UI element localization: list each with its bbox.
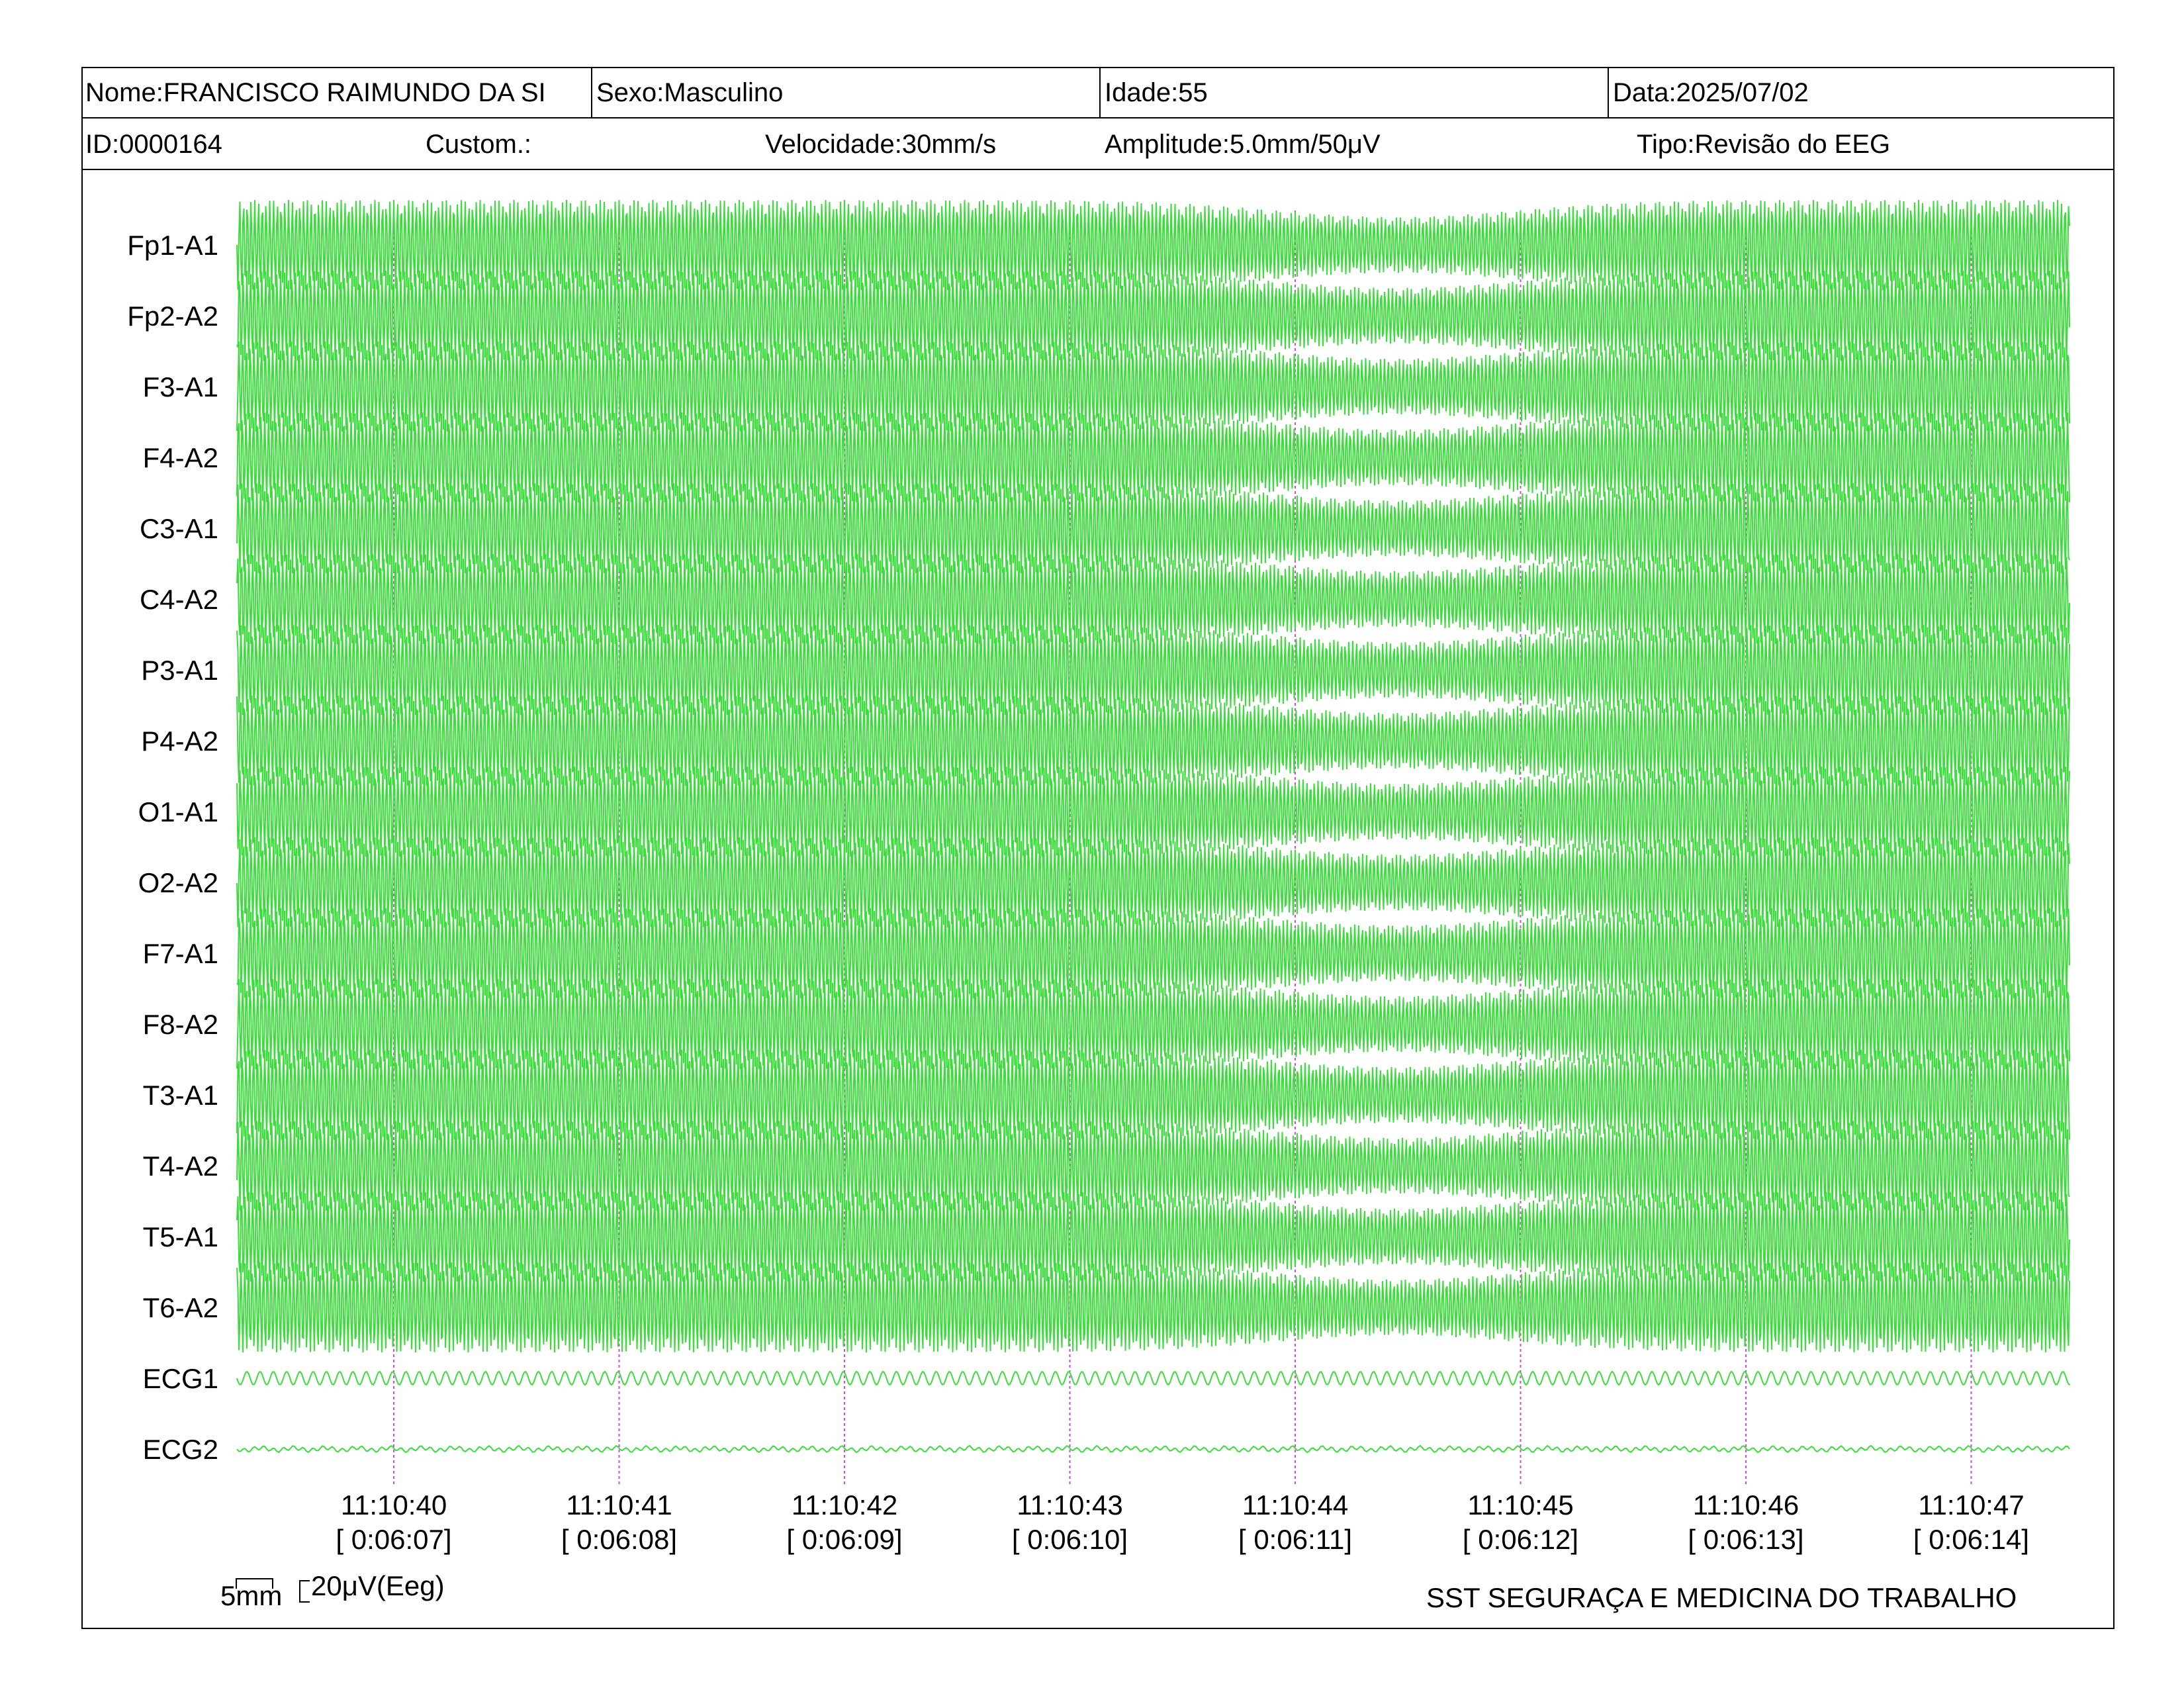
channel-trace [236,270,2070,361]
time-tick-label: 11:10:44 [1242,1489,1348,1521]
elapsed-tick-label: [ 0:06:11] [1238,1524,1352,1555]
patient-name: Nome:FRANCISCO RAIMUNDO DA SI [85,78,546,107]
channel-trace [236,1120,2070,1211]
channel-label: C4-A2 [140,584,218,615]
channel-label: F7-A1 [143,938,218,969]
exam-date: Data:2025/07/02 [1613,78,1809,107]
elapsed-tick-label: [ 0:06:14] [1913,1524,2029,1555]
elapsed-tick-label: [ 0:06:10] [1012,1524,1128,1555]
organization-name: SST SEGURAÇA E MEDICINA DO TRABALHO [1426,1582,2017,1613]
elapsed-tick-label: [ 0:06:12] [1463,1524,1578,1555]
channel-label: Fp2-A2 [127,301,218,332]
custom-field: Custom.: [426,130,532,159]
channel-label: T5-A1 [143,1221,218,1252]
channel-label: T6-A2 [143,1292,218,1323]
channel-trace [236,624,2070,716]
channel-trace [236,412,2070,503]
time-tick-label: 11:10:42 [792,1489,897,1521]
time-tick-label: 11:10:41 [566,1489,672,1521]
channel-trace [236,978,2070,1070]
elapsed-tick-label: [ 0:06:09] [786,1524,902,1555]
channel-label: P4-A2 [141,726,218,757]
channel-trace [236,1049,2070,1141]
time-tick-label: 11:10:43 [1017,1489,1122,1521]
channel-trace [236,766,2070,857]
channel-label: F8-A2 [143,1009,218,1040]
recording-speed: Velocidade:30mm/s [765,130,997,159]
header-row-1: Nome:FRANCISCO RAIMUNDO DA SI Sexo:Mascu… [81,67,2115,118]
elapsed-tick-label: [ 0:06:07] [336,1524,451,1555]
header-divider [1608,67,1609,118]
time-tick-label: 11:10:47 [1918,1489,2024,1521]
time-tick-label: 11:10:45 [1467,1489,1573,1521]
channel-trace [236,908,2070,999]
time-scale-bar [236,1578,273,1589]
channel-label: T4-A2 [143,1150,218,1182]
report-frame [81,67,2115,1629]
channel-trace [236,483,2070,574]
channel-label: C3-A1 [140,513,218,544]
recording-amplitude: Amplitude:5.0mm/50μV [1105,130,1381,159]
elapsed-tick-label: [ 0:06:08] [561,1524,677,1555]
time-tick-label: 11:10:40 [341,1489,447,1521]
header-row-2: ID:0000164 Custom.: Velocidade:30mm/s Am… [81,118,2115,170]
patient-id: ID:0000164 [85,130,222,159]
channel-trace [236,553,2070,645]
header-divider [591,67,592,118]
channel-label: O2-A2 [138,867,218,898]
channel-label: Fp1-A1 [127,230,218,261]
channel-label: F4-A2 [143,442,218,473]
time-tick-label: 11:10:46 [1693,1489,1799,1521]
channel-label: ECG2 [143,1434,218,1465]
channel-trace [236,1370,2071,1386]
patient-age: Idade:55 [1105,78,1208,107]
channel-label: P3-A1 [141,655,218,686]
time-scale-label: 5mm [220,1580,282,1611]
channel-trace [236,695,2070,786]
channel-trace [236,1191,2070,1282]
header-divider [1099,67,1101,118]
channel-trace [236,837,2070,928]
channel-label: O1-A1 [138,796,218,827]
channel-trace [236,199,2070,291]
elapsed-tick-label: [ 0:06:13] [1688,1524,1803,1555]
channel-label: F3-A1 [143,371,218,402]
channel-label: ECG1 [143,1363,218,1394]
channel-trace [236,1262,2070,1353]
amplitude-scale-bar [299,1580,310,1603]
amplitude-scale-label: 20μV(Eeg) [311,1570,445,1601]
patient-sex: Sexo:Masculino [596,78,784,107]
channel-trace [236,341,2070,432]
channel-trace [236,1444,2070,1454]
exam-type: Tipo:Revisão do EEG [1637,130,1891,159]
channel-label: T3-A1 [143,1080,218,1111]
